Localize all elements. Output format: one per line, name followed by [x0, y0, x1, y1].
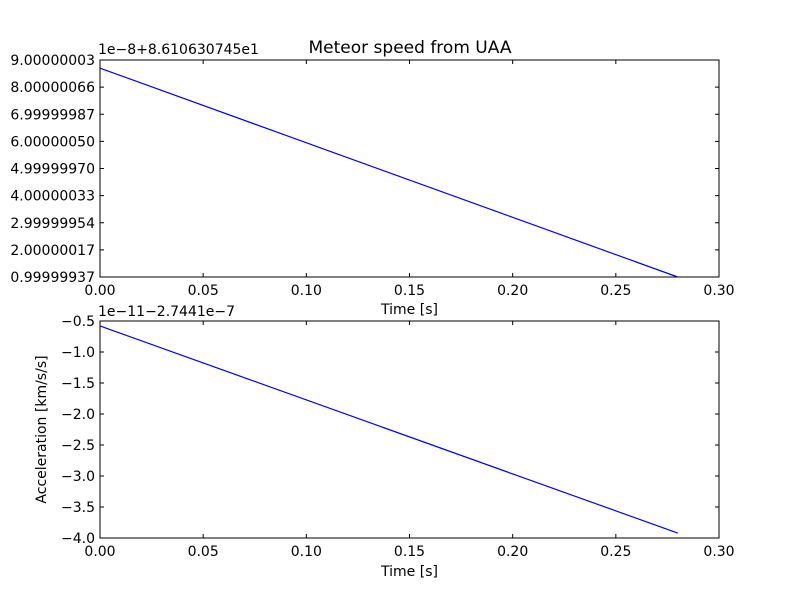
acceleration-y-tick-label: −4.0 [61, 531, 95, 547]
speed-x-tick-label: 0.05 [188, 283, 219, 299]
speed-x-tick-label: 0.20 [497, 283, 528, 299]
acceleration-x-ticks: 0.00 0.05 0.10 0.15 0.20 0.25 0.30 [84, 321, 735, 560]
speed-x-tick-label: 0.10 [291, 283, 322, 299]
speed-y-tick-label: 4.00000033 [10, 189, 95, 205]
acceleration-y-ticks: −4.0 −3.5 −3.0 −2.5 −2.0 −1.5 −1.0 −0.5 [61, 314, 719, 547]
speed-y-tick-label: 6.99999987 [10, 107, 95, 123]
speed-x-tick-label: 0.15 [394, 283, 425, 299]
acceleration-x-tick-label: 0.30 [703, 544, 734, 560]
acceleration-y-tick-label: −1.5 [61, 376, 95, 392]
acceleration-plot-frame [99, 320, 720, 539]
speed-y-tick-label: 4.99999970 [10, 162, 95, 178]
speed-plot-frame [99, 59, 720, 278]
speed-x-tick-label: 0.30 [703, 283, 734, 299]
speed-x-tick-label: 0.00 [84, 283, 115, 299]
speed-y-ticks: 0.99999937 2.00000017 2.99999954 4.00000033… [10, 53, 719, 286]
speed-y-tick-label: 0.99999937 [10, 270, 95, 286]
speed-series-line [99, 67, 678, 278]
acceleration-x-tick-label: 0.10 [291, 544, 322, 560]
acceleration-y-axis-label: Acceleration [km/s/s] [34, 355, 50, 503]
acceleration-series-layer [99, 325, 678, 534]
acceleration-y-tick-label: −2.5 [61, 438, 95, 454]
acceleration-series-line [99, 325, 678, 534]
acceleration-y-tick-label: −0.5 [61, 314, 95, 330]
speed-series-layer [99, 67, 678, 278]
speed-subplot: 0.99999937 2.00000017 2.99999954 4.00000033… [10, 42, 734, 318]
acceleration-y-tick-label: −2.0 [61, 407, 95, 423]
speed-y-tick-label: 8.00000066 [10, 80, 95, 96]
speed-x-axis-label: Time [s] [380, 302, 438, 318]
acceleration-x-tick-label: 0.25 [600, 544, 631, 560]
chart-title: Meteor speed from UAA [309, 38, 512, 58]
speed-y-tick-label: 2.00000017 [10, 243, 95, 259]
speed-y-tick-label: 6.00000050 [10, 134, 95, 150]
acceleration-subplot: −4.0−3.5−3.0−2.5−2.0−1.5−1.0−0.5 0.00 0.0… [34, 304, 735, 580]
acceleration-y-tick-label: −3.0 [61, 469, 95, 485]
speed-x-tick-label: 0.25 [600, 283, 631, 299]
acceleration-offset-text: 1e−11−2.7441e−7 [98, 304, 235, 320]
acceleration-x-axis-label: Time [s] [380, 564, 438, 580]
speed-y-tick-label: 9.00000003 [10, 53, 95, 69]
acceleration-x-tick-label: 0.20 [497, 544, 528, 560]
acceleration-x-tick-label: 0.00 [84, 544, 115, 560]
acceleration-y-tick-label: −3.5 [61, 500, 95, 516]
speed-offset-text: 1e−8+8.610630745e1 [98, 42, 259, 58]
acceleration-y-tick-label: −1.0 [61, 345, 95, 361]
acceleration-x-tick-label: 0.05 [188, 544, 219, 560]
speed-x-ticks: 0.00 0.05 0.10 0.15 0.20 0.25 0.30 [84, 60, 735, 299]
speed-y-tick-label: 2.99999954 [10, 216, 95, 232]
acceleration-x-tick-label: 0.15 [394, 544, 425, 560]
